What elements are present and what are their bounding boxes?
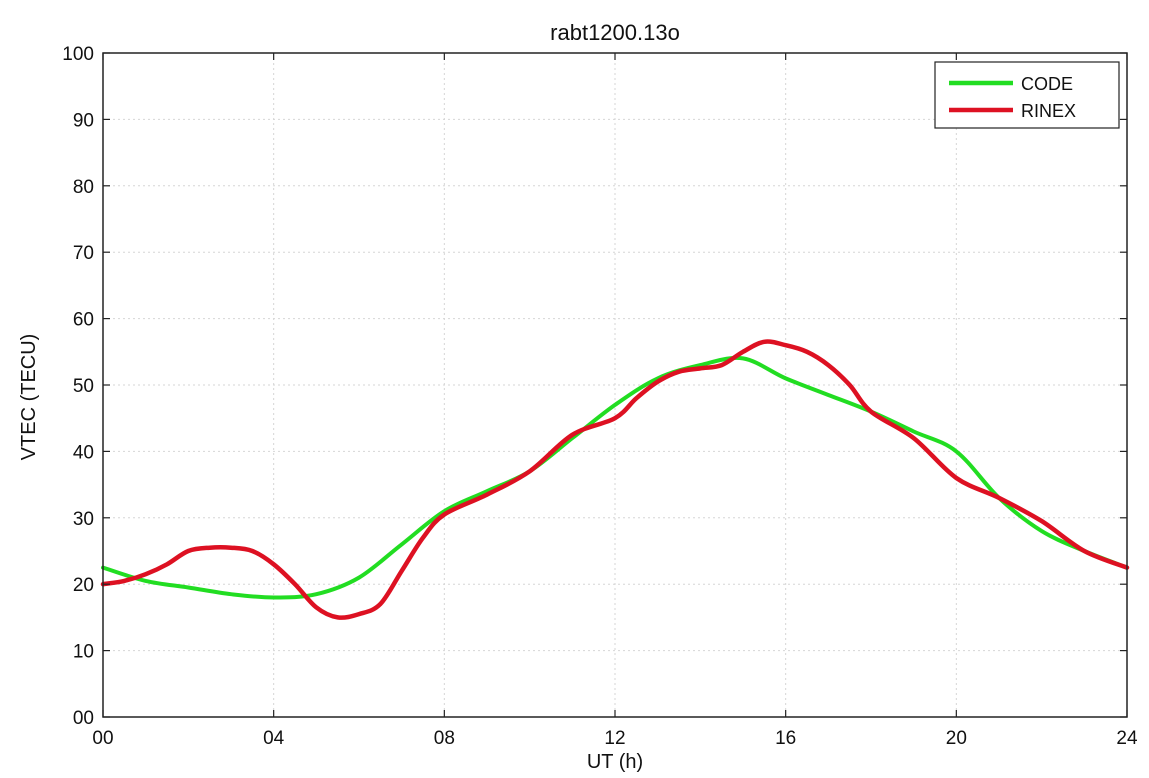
series-line-rinex [100, 339, 1130, 620]
x-tick-label: 20 [946, 728, 967, 749]
legend-label-code: CODE [1021, 74, 1073, 94]
x-axis: 00 04 08 12 16 20 24 [92, 53, 1138, 749]
y-tick-label: 60 [73, 310, 94, 331]
y-tick-label: 50 [73, 376, 94, 397]
legend-label-rinex: RINEX [1021, 101, 1076, 121]
x-tick-label: 00 [92, 728, 113, 749]
y-tick-label: 90 [73, 110, 94, 131]
y-tick-label: 10 [73, 642, 94, 663]
x-axis-label: UT (h) [587, 751, 643, 773]
legend-box [934, 61, 1120, 129]
y-tick-label: 100 [62, 44, 94, 65]
y-axis: 00 10 20 30 40 50 60 70 80 90 100 [62, 44, 1127, 729]
x-tick-label: 24 [1116, 728, 1138, 749]
y-tick-label: 80 [73, 177, 94, 198]
x-tick-label: 12 [604, 728, 625, 749]
y-tick-label: 70 [73, 243, 94, 264]
legend: CODE RINEX [934, 61, 1120, 129]
x-tick-label: 04 [263, 728, 285, 749]
chart-title: rabt1200.13o [550, 20, 680, 45]
y-tick-label: 20 [73, 575, 94, 596]
series-layer [100, 339, 1130, 620]
y-tick-label: 40 [73, 442, 94, 463]
x-tick-label: 16 [775, 728, 796, 749]
y-axis-label: VTEC (TECU) [18, 334, 40, 461]
y-tick-label: 00 [73, 708, 94, 729]
grid [102, 52, 1128, 718]
y-tick-label: 30 [73, 509, 94, 530]
x-tick-label: 08 [434, 728, 455, 749]
series-line-code [101, 355, 1129, 600]
